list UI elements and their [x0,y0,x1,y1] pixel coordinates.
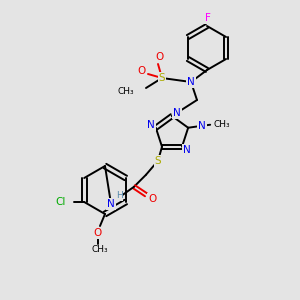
Text: O: O [137,66,145,76]
Text: N: N [173,108,181,118]
Text: O: O [148,194,156,204]
Text: CH₃: CH₃ [117,86,134,95]
Text: O: O [155,52,163,62]
Text: CH₃: CH₃ [213,120,230,129]
Text: CH₃: CH₃ [92,245,108,254]
Text: S: S [155,156,161,166]
Text: N: N [187,77,195,87]
Text: H: H [116,191,122,200]
Text: N: N [147,120,155,130]
Text: Cl: Cl [56,197,66,207]
Text: N: N [107,199,115,209]
Text: N: N [183,145,191,155]
Text: S: S [159,73,165,83]
Text: N: N [198,121,206,131]
Text: F: F [205,13,211,23]
Text: O: O [94,228,102,238]
